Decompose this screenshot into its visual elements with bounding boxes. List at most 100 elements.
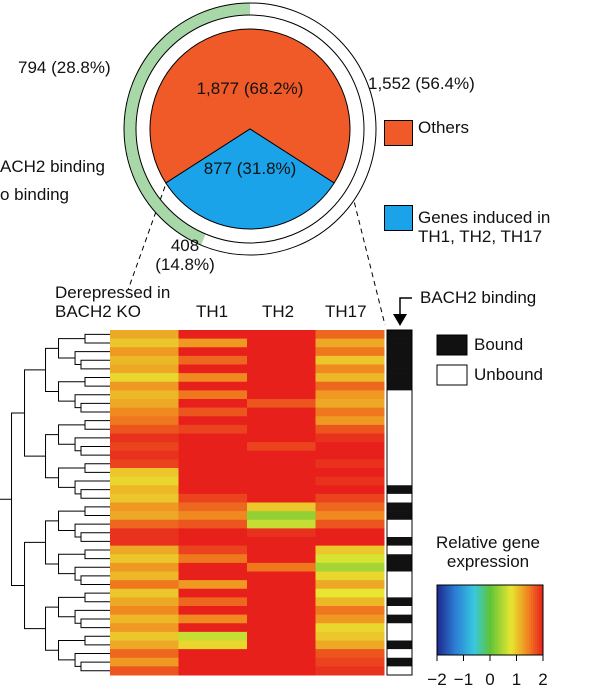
heatmap-cell: [110, 364, 179, 374]
dendrogram: [80, 661, 110, 672]
heatmap-cell: [178, 649, 248, 659]
heatmap-cell: [178, 519, 248, 529]
binding-cell: [387, 562, 412, 572]
binding-cell: [387, 355, 412, 365]
heatmap-cell: [178, 554, 248, 564]
heatmap-cell: [315, 597, 385, 607]
binding-title: BACH2 binding: [420, 288, 537, 307]
binding-cell: [387, 381, 412, 391]
dendrogram: [58, 424, 85, 445]
legend-swatch: [384, 120, 413, 146]
heatmap-cell: [315, 657, 385, 667]
dendrogram: [45, 606, 59, 651]
dendrogram: [58, 467, 85, 488]
heatmap-cell: [110, 450, 179, 460]
heatmap-cell: [178, 407, 248, 417]
heatmap-cell: [110, 347, 179, 357]
legend-swatch: [436, 334, 468, 356]
heatmap-cell: [247, 640, 316, 650]
heatmap-cell: [178, 511, 248, 521]
heatmap-cell: [110, 631, 179, 641]
heatmap-cell: [315, 545, 385, 555]
legend-label: ACH2 binding: [0, 157, 105, 176]
binding-cell: [387, 657, 412, 667]
heatmap-cell: [247, 519, 316, 529]
colorbar-step: [481, 585, 484, 655]
colorbar-step: [455, 585, 458, 655]
colorbar-step: [517, 585, 520, 655]
dendrogram: [58, 338, 85, 359]
dendrogram: [74, 609, 110, 624]
colorbar-step: [527, 585, 530, 655]
heatmap-cell: [315, 381, 385, 391]
heatmap-cell: [178, 459, 248, 469]
ring-outline: [123, 2, 377, 256]
heatmap-cell: [110, 502, 179, 512]
colorbar-step: [453, 585, 456, 655]
heatmap-cell: [247, 424, 316, 434]
binding-cell: [387, 502, 412, 512]
heatmap-cell: [247, 347, 316, 357]
colorbar-step: [513, 585, 516, 655]
heatmap-cell: [178, 580, 248, 590]
heatmap-cell: [178, 614, 248, 624]
heatmap-cell: [247, 631, 316, 641]
heatmap-cell: [247, 580, 316, 590]
colorbar-step: [491, 585, 494, 655]
heatmap-cell: [315, 571, 385, 581]
binding-cell: [387, 606, 412, 615]
heatmap-cell: [315, 588, 385, 598]
heatmap-cell: [315, 338, 385, 348]
colorbar-step: [519, 585, 522, 655]
heatmap-cell: [315, 666, 385, 676]
heatmap-cell: [315, 519, 385, 529]
dendrogram: [58, 640, 85, 661]
heatmap-cell: [178, 606, 248, 616]
heatmap-cell: [110, 606, 179, 616]
heatmap-cell: [247, 390, 316, 400]
colorbar-step: [457, 585, 460, 655]
dendrogram: [80, 618, 110, 629]
colorbar-step: [441, 585, 444, 655]
ring-label: 1,552 (56.4%): [368, 74, 475, 93]
heatmap-cell: [110, 424, 179, 434]
colorbar-step: [525, 585, 528, 655]
dendrogram: [80, 532, 110, 542]
heatmap-cell: [110, 355, 179, 365]
heatmap-cell: [110, 519, 179, 529]
dendrogram: [84, 333, 110, 344]
heatmap-cell: [178, 476, 248, 486]
heatmap-cell: [110, 588, 179, 598]
heatmap-cell: [315, 606, 385, 616]
heatmap-cell: [247, 571, 316, 581]
slice-label: 1,877 (68.2%): [196, 79, 304, 98]
heatmap-cell: [247, 442, 316, 452]
heatmap-cell: [247, 433, 316, 443]
heatmap-cell: [110, 442, 179, 452]
heatmap-cell: [110, 580, 179, 590]
heatmap-cell: [178, 528, 248, 538]
binding-cell: [387, 554, 412, 564]
colorbar-step: [523, 585, 526, 655]
heatmap-cell: [315, 640, 385, 650]
heatmap-cell: [247, 623, 316, 633]
heatmap-cell: [247, 545, 316, 555]
heatmap-cell: [247, 606, 316, 616]
colorbar-step: [483, 585, 486, 655]
legend-swatch: [384, 205, 413, 231]
heatmap-cell: [178, 450, 248, 460]
colorbar-step: [539, 585, 542, 655]
colorbar-step: [503, 585, 506, 655]
heatmap-cell: [247, 511, 316, 521]
heatmap-cell: [247, 485, 316, 495]
dendrogram: [74, 480, 110, 495]
heatmap-cell: [110, 468, 179, 478]
binding-cell: [387, 416, 412, 426]
dendrogram: [74, 523, 110, 538]
colorbar-step: [459, 585, 462, 655]
heatmap-cell: [110, 399, 179, 409]
heatmap-cell: [178, 597, 248, 607]
heatmap-cell: [110, 545, 179, 555]
dendrogram: [84, 592, 110, 603]
colorbar-step: [507, 585, 510, 655]
